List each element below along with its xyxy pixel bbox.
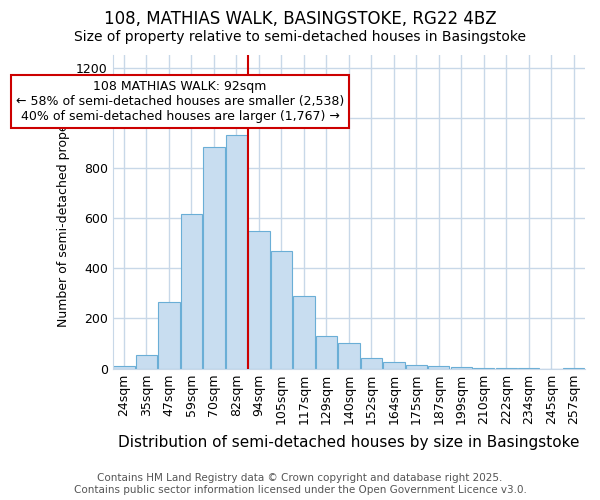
Bar	[293, 296, 314, 368]
Text: Size of property relative to semi-detached houses in Basingstoke: Size of property relative to semi-detach…	[74, 30, 526, 44]
Bar	[361, 358, 382, 368]
Bar	[136, 354, 157, 368]
Bar	[203, 146, 224, 368]
Bar	[338, 344, 359, 368]
Bar	[271, 250, 292, 368]
Bar	[428, 366, 449, 368]
Y-axis label: Number of semi-detached properties: Number of semi-detached properties	[58, 96, 70, 328]
Bar	[181, 214, 202, 368]
Bar	[316, 336, 337, 368]
Text: 108 MATHIAS WALK: 92sqm
← 58% of semi-detached houses are smaller (2,538)
40% of: 108 MATHIAS WALK: 92sqm ← 58% of semi-de…	[16, 80, 344, 123]
Bar	[406, 365, 427, 368]
Bar	[226, 136, 247, 368]
Text: Contains HM Land Registry data © Crown copyright and database right 2025.
Contai: Contains HM Land Registry data © Crown c…	[74, 474, 526, 495]
Text: 108, MATHIAS WALK, BASINGSTOKE, RG22 4BZ: 108, MATHIAS WALK, BASINGSTOKE, RG22 4BZ	[104, 10, 496, 28]
X-axis label: Distribution of semi-detached houses by size in Basingstoke: Distribution of semi-detached houses by …	[118, 435, 580, 450]
Bar	[158, 302, 179, 368]
Bar	[113, 366, 134, 368]
Bar	[383, 362, 404, 368]
Bar	[248, 230, 269, 368]
